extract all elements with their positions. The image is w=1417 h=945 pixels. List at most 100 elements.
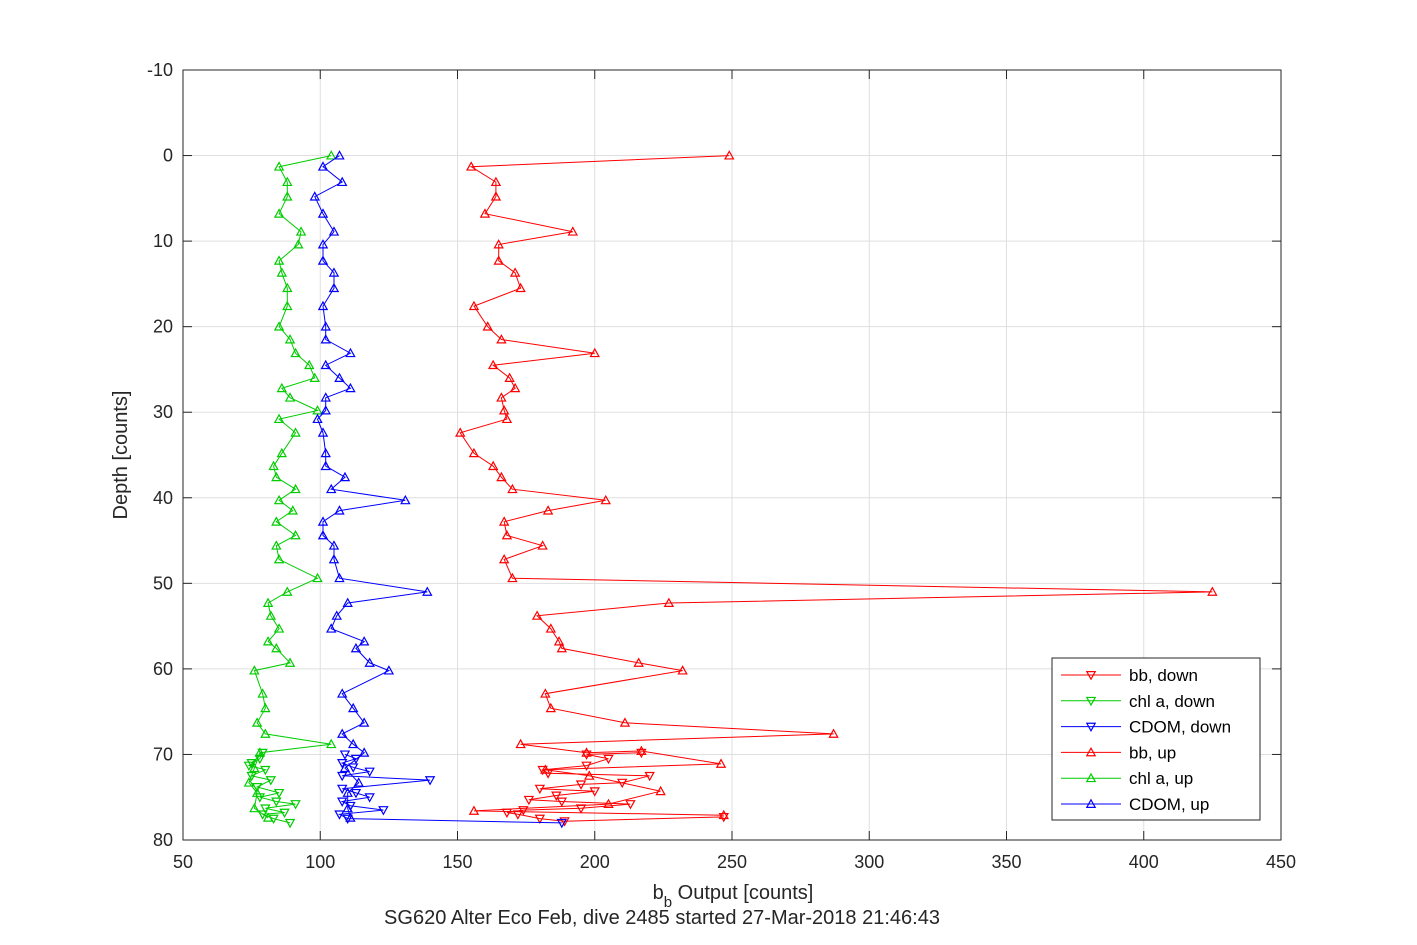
series-line	[314, 155, 428, 818]
data-point	[509, 382, 521, 393]
data-point	[677, 665, 688, 675]
data-point	[589, 787, 600, 797]
data-point	[265, 776, 277, 786]
series-4	[243, 150, 337, 822]
data-point	[334, 150, 345, 160]
data-point	[246, 771, 257, 782]
data-point	[342, 787, 353, 797]
data-point	[309, 372, 320, 382]
legend-marker	[1085, 722, 1097, 733]
y-tick-label: 80	[153, 830, 173, 850]
data-point	[328, 282, 340, 293]
data-point	[342, 597, 353, 607]
data-point	[290, 529, 301, 540]
x-tick-label: 250	[717, 852, 747, 872]
data-point	[655, 785, 666, 796]
data-point	[556, 797, 568, 807]
data-point	[466, 161, 477, 171]
data-point	[358, 717, 370, 727]
data-point	[509, 267, 521, 277]
data-point	[317, 255, 329, 265]
x-axis-label-subscript: b	[664, 894, 672, 911]
data-point	[251, 782, 263, 793]
data-point	[540, 688, 551, 698]
data-point	[1207, 586, 1218, 596]
data-point	[246, 759, 257, 769]
data-point	[290, 800, 301, 810]
y-tick-label: 10	[153, 231, 173, 251]
data-point	[345, 812, 356, 822]
data-point	[317, 300, 329, 311]
y-tick-label: 50	[153, 573, 173, 593]
legend-marker	[1085, 671, 1097, 681]
data-point	[493, 239, 504, 249]
data-point	[336, 797, 348, 807]
data-point	[545, 702, 557, 713]
data-point	[515, 738, 526, 749]
data-point	[326, 150, 337, 160]
data-point	[581, 750, 592, 760]
data-point	[581, 747, 592, 757]
series-layer	[243, 150, 1218, 829]
data-point	[271, 540, 282, 550]
data-point	[260, 765, 271, 776]
series-line	[506, 752, 724, 822]
data-point	[251, 717, 263, 727]
data-point	[589, 347, 600, 358]
data-point	[279, 808, 290, 819]
data-point	[271, 642, 282, 653]
data-point	[828, 728, 839, 738]
data-point	[350, 788, 362, 799]
x-axis-label: bb Output [counts]	[653, 882, 814, 911]
data-point	[551, 791, 562, 801]
data-point	[545, 623, 557, 633]
data-point	[290, 483, 301, 494]
data-point	[312, 572, 323, 583]
data-point	[501, 529, 513, 540]
data-point	[249, 802, 260, 813]
data-point	[271, 797, 282, 807]
data-point	[537, 540, 548, 550]
data-point	[282, 282, 293, 293]
data-point	[378, 806, 389, 816]
data-point	[487, 359, 499, 370]
data-point	[501, 413, 513, 424]
data-point	[584, 770, 595, 780]
data-point	[339, 750, 351, 760]
data-point	[276, 382, 288, 393]
data-point	[542, 505, 554, 515]
series-3	[455, 150, 1218, 820]
data-point	[284, 818, 296, 829]
data-point	[265, 610, 277, 620]
data-point	[556, 642, 568, 653]
data-point	[575, 804, 587, 814]
data-point	[273, 788, 285, 799]
data-point	[422, 586, 433, 596]
data-point	[328, 553, 340, 564]
legend-entry-label: bb, up	[1129, 743, 1176, 762]
y-tick-label: 60	[153, 659, 173, 679]
data-point	[317, 516, 329, 526]
legend-box	[1051, 657, 1261, 821]
data-point	[257, 748, 268, 759]
data-point	[490, 176, 502, 187]
data-point	[320, 447, 331, 458]
data-point	[287, 505, 299, 515]
data-point	[364, 657, 375, 667]
data-point	[334, 810, 345, 820]
data-point	[515, 282, 526, 293]
data-point	[249, 762, 260, 773]
legend-marker	[1085, 746, 1097, 757]
data-point	[553, 636, 565, 646]
data-point	[575, 780, 587, 790]
data-point	[271, 516, 282, 526]
data-point	[468, 805, 480, 815]
data-point	[724, 150, 735, 160]
data-point	[718, 812, 729, 823]
legend-marker	[1085, 798, 1097, 808]
data-point	[320, 359, 331, 370]
data-point	[567, 226, 579, 236]
data-point	[262, 597, 274, 607]
data-point	[504, 372, 515, 382]
